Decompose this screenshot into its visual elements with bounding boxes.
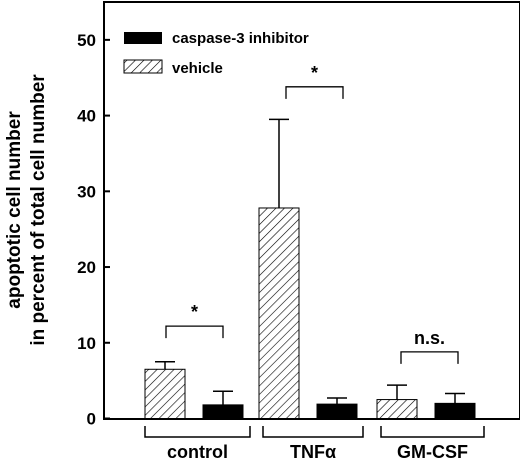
significance-label: * [191,302,198,322]
legend: caspase-3 inhibitor vehicle [123,30,309,77]
category-labels: control TNFα GM-CSF [144,426,485,462]
legend-label-vehicle: vehicle [172,60,223,77]
category-label: TNFα [290,442,336,462]
legend-swatch-vehicle [123,59,163,74]
significance-brackets: * * n.s. [165,63,459,364]
plot-frame [103,1,520,420]
bar-vehicle [258,207,300,419]
legend-swatch-inhibitor [124,32,162,44]
significance-bracket [400,351,459,364]
y-axis-label-line2: in percent of total cell number [28,74,49,346]
y-tick-label: 20 [77,258,96,277]
bar-vehicle [376,399,418,419]
y-axis-label-line1: apoptotic cell number [4,111,25,309]
error-bars [155,118,465,405]
category-bracket [262,426,364,438]
significance-label: n.s. [414,328,445,348]
y-tick-label: 50 [77,31,96,50]
y-tick-label: 40 [77,107,96,126]
category-bracket [144,426,251,438]
y-tick-label: 10 [77,334,96,353]
category-label: GM-CSF [397,442,468,462]
bar-inhibitor [202,404,244,419]
y-tick-label: 30 [77,182,96,201]
significance-label: * [311,63,318,83]
y-axis-label: apoptotic cell number in percent of tota… [4,74,49,346]
y-tick-label: 0 [87,410,96,429]
y-axis-ticks: 0 10 20 30 40 50 [77,31,110,429]
category-label: control [167,442,228,462]
bar-vehicle [144,368,186,420]
category-bracket [380,426,485,438]
legend-label-inhibitor: caspase-3 inhibitor [172,30,309,47]
bar-inhibitor [316,403,358,419]
significance-bracket [285,86,344,99]
bar-inhibitor [434,402,476,420]
significance-bracket [165,325,224,339]
bars [144,207,476,420]
